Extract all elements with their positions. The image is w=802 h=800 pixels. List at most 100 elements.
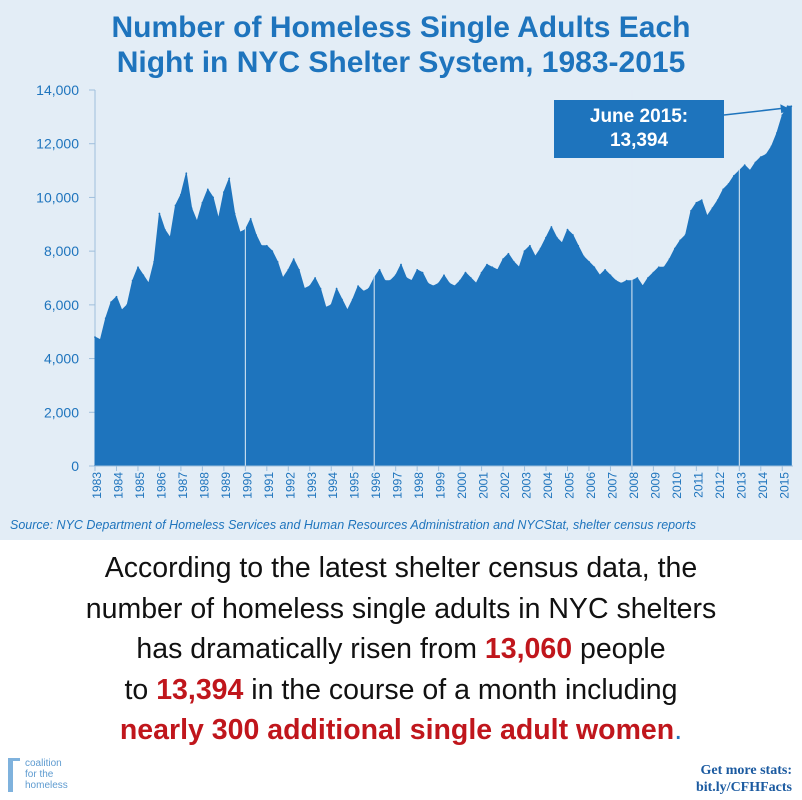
data-point [700,199,703,202]
body-line-5-post: . [674,714,683,746]
y-tick-label: 14,000 [36,82,79,98]
logo-line-2: for the [25,769,54,780]
data-point [120,309,123,312]
data-point [512,261,515,263]
x-tick-label: 1993 [305,472,319,499]
x-tick-label: 2007 [605,472,619,499]
more-stats-link[interactable]: bit.ly/CFHFacts [695,780,792,795]
x-tick-label: 1997 [391,472,405,499]
data-point [475,282,478,285]
data-point [249,218,252,220]
x-tick-label: 2006 [584,472,598,499]
data-point [706,215,708,218]
x-tick-label: 2005 [562,472,576,499]
data-point [405,277,408,279]
data-point [674,247,676,250]
x-tick-label: 2015 [777,472,791,499]
data-point [486,263,488,266]
data-point [469,277,472,279]
y-tick-label: 8,000 [44,243,79,259]
data-point [641,285,644,287]
data-point [566,228,569,231]
body-line-4-pre: to [124,673,157,706]
data-point [228,177,231,180]
x-tick-label: 1991 [262,472,276,499]
y-tick-label: 0 [71,458,79,474]
data-point [776,132,778,134]
body-line-4: to 13,394 in the course of a month inclu… [0,670,802,711]
data-point [346,309,349,312]
data-point [545,236,547,239]
logo-line-3: homeless [25,780,68,791]
data-point [496,269,499,271]
highlight-women: nearly 300 additional single adult women [119,714,675,746]
body-line-3-pre: has dramatically risen from [136,633,485,665]
data-point [711,207,714,210]
x-tick-label: 2013 [734,472,748,499]
data-point [518,266,521,269]
chart-title-line-1: Number of Homeless Single Adults Each [111,11,691,44]
chart-panel: Number of Homeless Single Adults Each Ni… [0,0,802,540]
data-point [319,287,322,290]
data-point [464,271,467,274]
data-point [255,234,257,236]
data-point [400,263,402,266]
data-point [604,269,606,271]
body-line-5: nearly 300 additional single adult women… [0,710,802,751]
data-point [126,304,129,306]
data-point [212,196,215,199]
data-point [271,250,274,253]
x-tick-label: 2009 [648,472,662,499]
data-point [749,169,751,172]
data-point [308,285,311,287]
body-text: According to the latest shelter census d… [0,548,802,751]
data-point [534,255,537,258]
data-point [330,304,333,306]
data-point [432,285,435,287]
data-point [507,252,510,255]
x-tick-label: 1990 [240,472,254,499]
x-tick-label: 2000 [455,472,469,499]
data-point [298,269,300,271]
body-line-1: According to the latest shelter census d… [104,552,698,584]
data-point [137,266,139,269]
callout-label: June 2015: [589,106,689,127]
data-point [572,234,574,236]
data-point [94,336,96,338]
data-point [759,156,762,159]
data-point [636,277,639,279]
logo-line-1: coalition [25,758,62,769]
data-point [448,282,451,285]
data-point [153,261,156,263]
data-point [416,269,419,271]
data-point [555,236,558,239]
x-tick-label: 1989 [219,472,233,499]
body-line-2: number of homeless single adults in NYC … [85,592,717,625]
coalition-logo: coalition for the homeless [8,758,68,796]
data-point [668,258,671,261]
data-point [99,338,102,341]
data-point [378,269,381,271]
chart-title-line-2: Night in NYC Shelter System, 1983-2015 [116,46,686,79]
data-point [733,175,735,177]
more-stats[interactable]: Get more stats: bit.ly/CFHFacts [696,762,792,796]
x-tick-label: 1992 [283,472,297,499]
data-point [588,261,590,263]
data-point [147,282,150,285]
data-point [180,193,182,196]
arrowhead-icon [780,104,791,114]
data-point [743,164,746,167]
callout-arrow [723,104,791,116]
data-point [614,279,617,282]
plot-area [94,90,793,467]
highlight-13394: 13,394 [156,673,244,706]
data-point [593,266,596,269]
data-point [265,244,268,247]
callout-value: 13,394 [609,130,669,151]
data-point [260,244,263,247]
x-tick-label: 2004 [541,472,555,499]
data-point [765,153,768,156]
data-point [185,172,188,175]
data-point [609,274,612,277]
data-point [115,295,118,298]
